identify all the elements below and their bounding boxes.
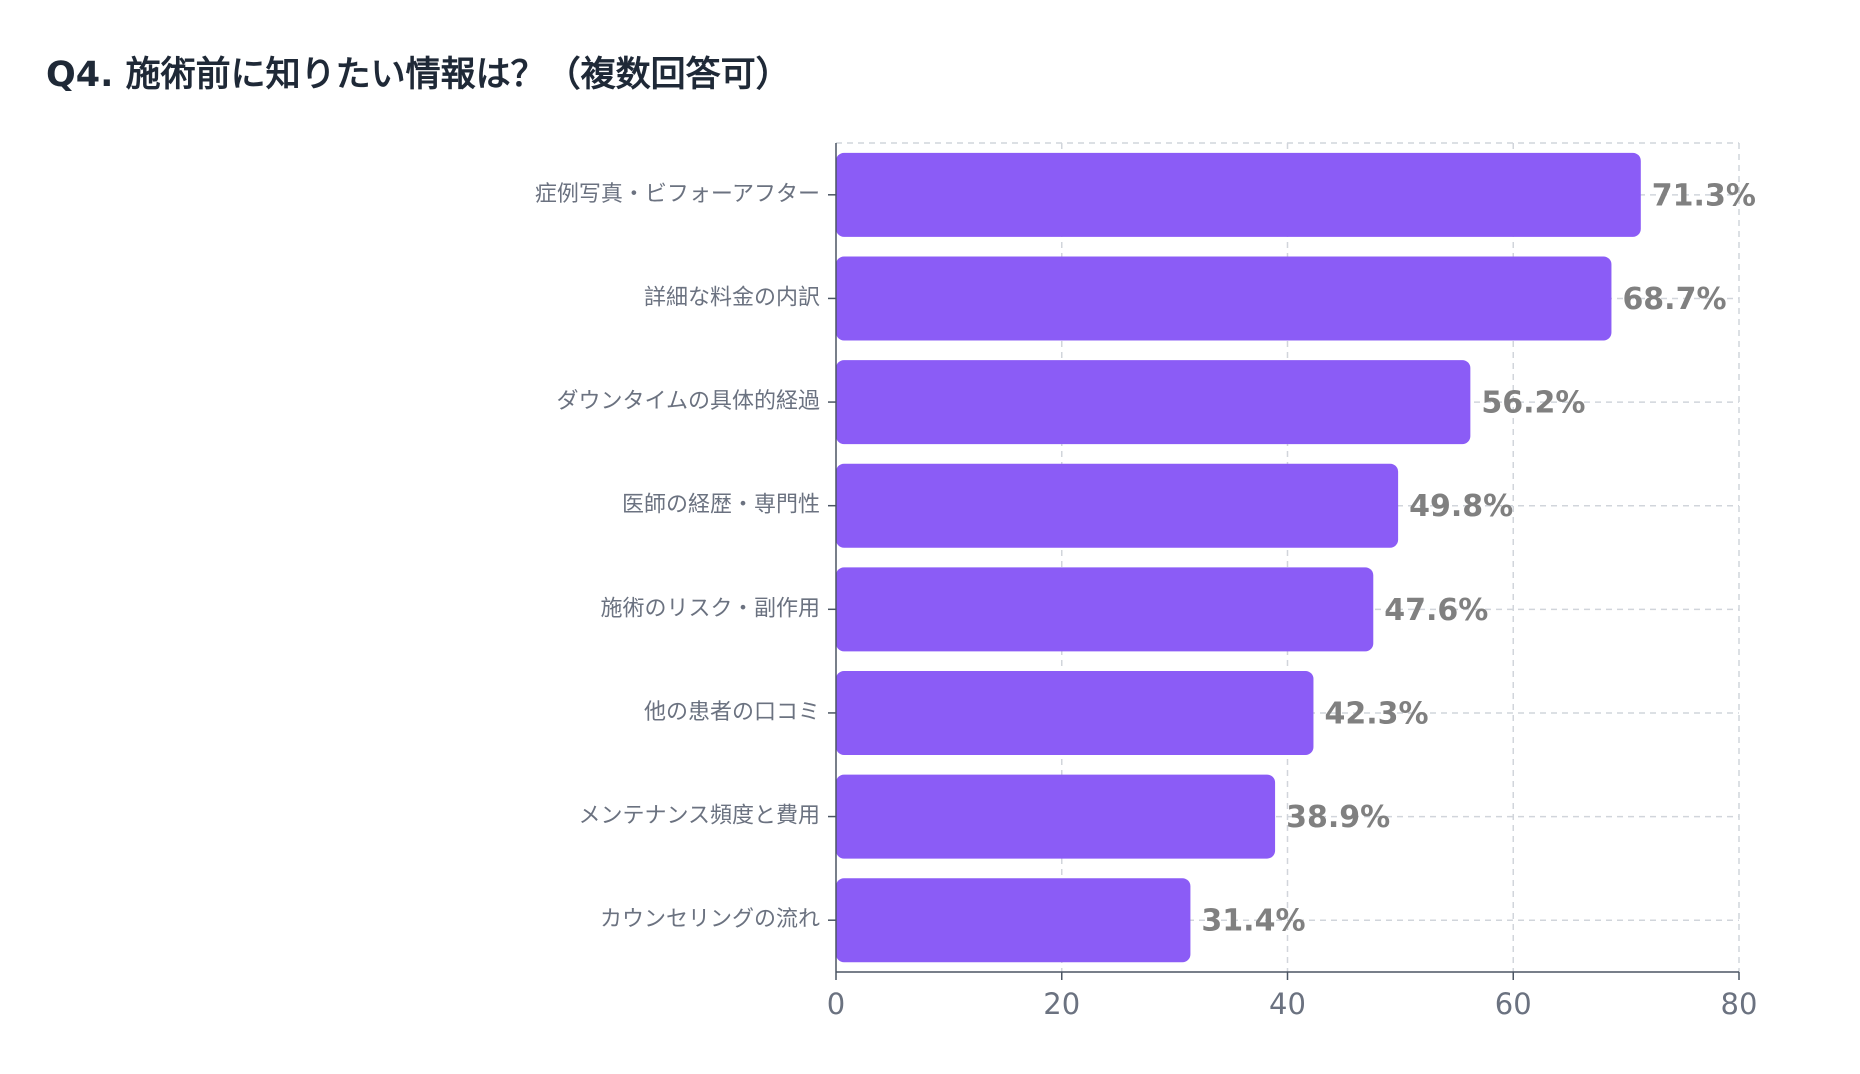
bars <box>836 152 1641 963</box>
x-tick-label: 60 <box>1495 987 1532 1021</box>
bar <box>836 463 1399 548</box>
x-tick-label: 0 <box>827 987 845 1021</box>
data-label: 31.4% <box>1201 904 1305 939</box>
x-tick-label: 40 <box>1269 987 1306 1021</box>
bar <box>836 670 1314 755</box>
data-label: 38.9% <box>1286 800 1390 835</box>
data-label: 47.6% <box>1384 593 1488 628</box>
bar <box>836 878 1191 963</box>
data-label: 56.2% <box>1481 386 1585 421</box>
data-label: 49.8% <box>1409 489 1513 524</box>
category-label: 施術のリスク・副作用 <box>600 596 820 621</box>
data-label: 42.3% <box>1324 696 1428 731</box>
x-tick-label: 80 <box>1721 987 1758 1021</box>
category-label: 詳細な料金の内訳 <box>644 285 820 310</box>
bar <box>836 360 1471 445</box>
labels: 症例写真・ビフォーアフター 71.3% 詳細な料金の内訳 68.7% ダウンタイムの具体… <box>535 178 1758 1021</box>
category-label: カウンセリングの流れ <box>600 907 820 932</box>
category-label: メンテナンス頻度と費用 <box>578 804 820 829</box>
bar <box>836 256 1612 341</box>
category-label: ダウンタイムの具体的経過 <box>556 389 820 414</box>
chart-title: Q4. 施術前に知りたい情報は？（複数回答可） <box>46 55 791 95</box>
data-label: 68.7% <box>1622 282 1726 317</box>
data-label: 71.3% <box>1652 178 1756 213</box>
bar <box>836 567 1374 652</box>
axes <box>828 143 1740 980</box>
bar <box>836 152 1641 237</box>
category-label: 医師の経歴・専門性 <box>622 493 820 518</box>
x-tick-label: 20 <box>1043 987 1080 1021</box>
category-label: 症例写真・ビフォーアフター <box>535 182 820 207</box>
bar <box>836 774 1276 859</box>
category-label: 他の患者の口コミ <box>644 700 820 725</box>
